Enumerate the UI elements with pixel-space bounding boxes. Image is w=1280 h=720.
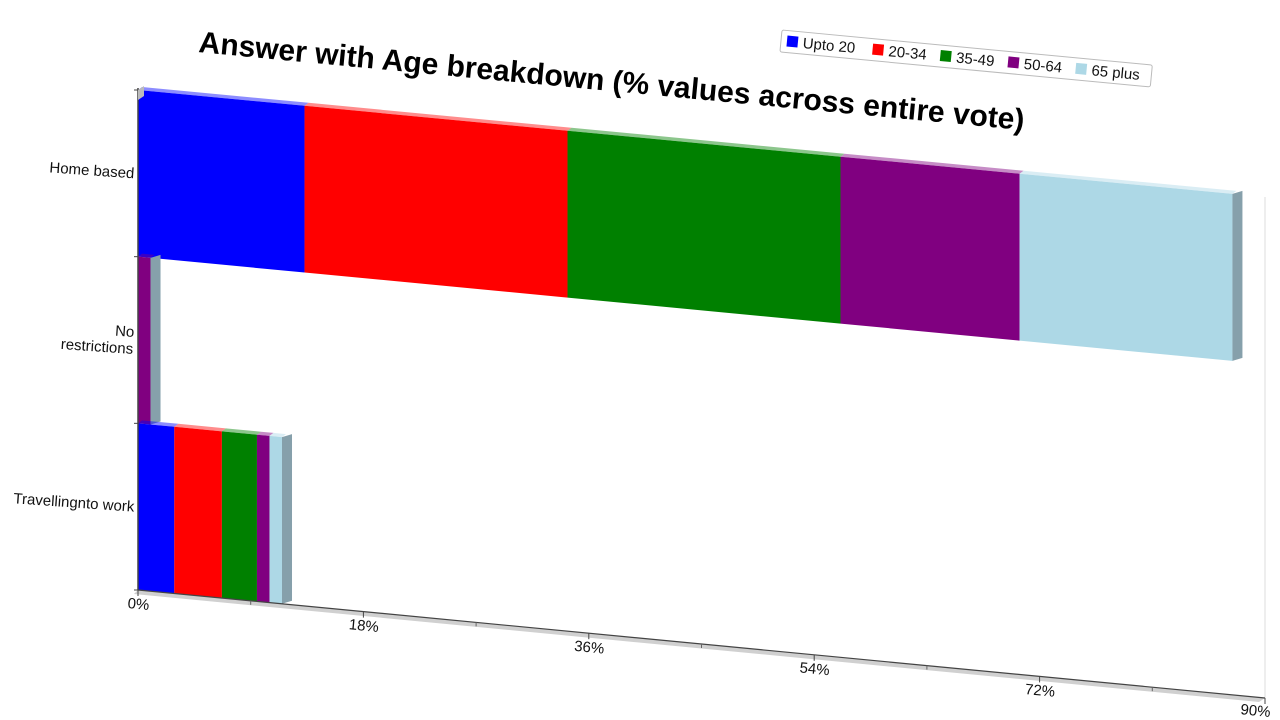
x-tick-label-3: 54% xyxy=(799,659,830,679)
category-label-1: Norestrictions xyxy=(60,319,135,358)
legend-swatch-2 xyxy=(939,50,952,63)
x-tick-label-2: 36% xyxy=(573,638,604,658)
x-axis-floor xyxy=(134,590,1265,702)
legend-swatch-4 xyxy=(1075,62,1088,75)
x-tick-label-1: 18% xyxy=(348,616,379,636)
bars-layer xyxy=(138,87,1243,604)
bar-top-2-2 xyxy=(221,428,261,435)
x-tick-label-0: 0% xyxy=(127,595,150,614)
x-tick-label-5: 90% xyxy=(1240,701,1271,720)
x-tick-label-4: 72% xyxy=(1024,681,1055,701)
legend-swatch-3 xyxy=(1007,56,1020,69)
bar-0-0 xyxy=(138,90,305,273)
bar-top-0-1 xyxy=(304,102,572,131)
bar-top-0-2 xyxy=(567,127,845,157)
bar-top-2-3 xyxy=(256,431,274,436)
bar-top-0-4 xyxy=(1019,170,1237,194)
axes-layer: Home based Norestrictions Travellingnto wo… xyxy=(13,86,1271,720)
bar-2-1 xyxy=(174,426,222,599)
bar-0-1 xyxy=(304,105,568,298)
bar-top-2-4 xyxy=(269,432,287,438)
legend-swatch-1 xyxy=(872,43,885,56)
bar-top-2-1 xyxy=(174,423,226,432)
bar-2-3 xyxy=(256,434,270,603)
y-axis-cap xyxy=(138,86,144,100)
legend-swatch-0 xyxy=(786,35,799,48)
bar-top-2-0 xyxy=(138,420,179,427)
bar-0-2 xyxy=(567,130,841,324)
bar-top-0-3 xyxy=(840,153,1024,174)
category-label-0: Home based xyxy=(49,159,135,182)
bar-2-2 xyxy=(221,431,257,602)
bar-0-4 xyxy=(1019,173,1233,361)
legend-label-1: 20-34 xyxy=(888,43,928,64)
legend-label-4: 65 plus xyxy=(1091,62,1141,83)
bar-end-face-0 xyxy=(1232,190,1243,361)
legend-label-2: 35-49 xyxy=(955,50,995,71)
bar-end-face-2 xyxy=(282,434,293,604)
bar-2-0 xyxy=(138,423,175,594)
bar-end-face-1 xyxy=(150,254,161,425)
bar-2-4 xyxy=(269,435,283,604)
bar-1-3 xyxy=(138,256,151,425)
category-label-2: Travellingnto work xyxy=(13,490,136,515)
legend-label-3: 50-64 xyxy=(1023,56,1063,77)
bar-0-3 xyxy=(840,156,1020,341)
bar-top-1-3 xyxy=(138,253,155,258)
legend: Upto 20 20-34 35-49 50-64 65 plus xyxy=(779,29,1153,88)
bar-top-0-0 xyxy=(138,87,309,106)
legend-box: Upto 20 20-34 35-49 50-64 65 plus xyxy=(779,29,1153,88)
legend-label-0: Upto 20 xyxy=(802,35,856,57)
